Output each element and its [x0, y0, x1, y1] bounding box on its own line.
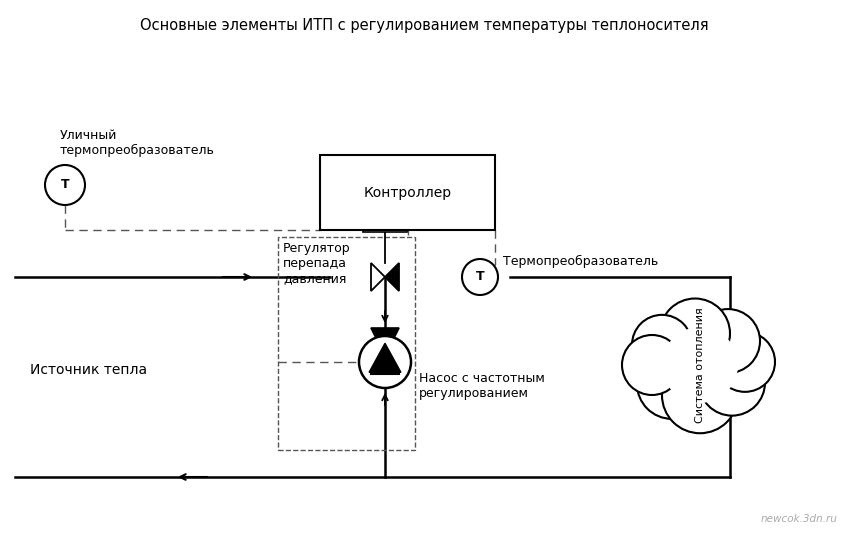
- Text: Уличный
термопреобразователь: Уличный термопреобразователь: [60, 129, 215, 157]
- Circle shape: [359, 336, 411, 388]
- Circle shape: [632, 315, 692, 375]
- Circle shape: [662, 357, 738, 433]
- Circle shape: [715, 332, 775, 392]
- Circle shape: [660, 299, 730, 368]
- Polygon shape: [385, 263, 399, 291]
- Circle shape: [462, 259, 498, 295]
- Text: newcok.3dn.ru: newcok.3dn.ru: [762, 514, 838, 524]
- Circle shape: [699, 350, 765, 415]
- Text: T: T: [476, 271, 484, 284]
- Circle shape: [45, 165, 85, 205]
- Polygon shape: [371, 346, 399, 374]
- Circle shape: [662, 327, 738, 403]
- Text: Регулятор
перепада
давления: Регулятор перепада давления: [283, 242, 350, 285]
- Text: Система отопления: Система отопления: [695, 307, 705, 423]
- Text: Источник тепла: Источник тепла: [30, 363, 147, 377]
- Circle shape: [637, 349, 707, 419]
- Text: Основные элементы ИТП с регулированием температуры теплоносителя: Основные элементы ИТП с регулированием т…: [140, 18, 708, 33]
- Text: Контроллер: Контроллер: [364, 185, 452, 200]
- Text: Термопреобразователь: Термопреобразователь: [503, 255, 658, 268]
- Circle shape: [622, 335, 682, 395]
- FancyBboxPatch shape: [320, 155, 495, 230]
- Polygon shape: [371, 328, 399, 356]
- FancyBboxPatch shape: [363, 218, 407, 232]
- Text: T: T: [61, 178, 70, 192]
- Text: Насос с частотным
регулированием: Насос с частотным регулированием: [419, 372, 545, 400]
- Polygon shape: [371, 263, 385, 291]
- Polygon shape: [369, 343, 401, 372]
- Circle shape: [696, 309, 760, 373]
